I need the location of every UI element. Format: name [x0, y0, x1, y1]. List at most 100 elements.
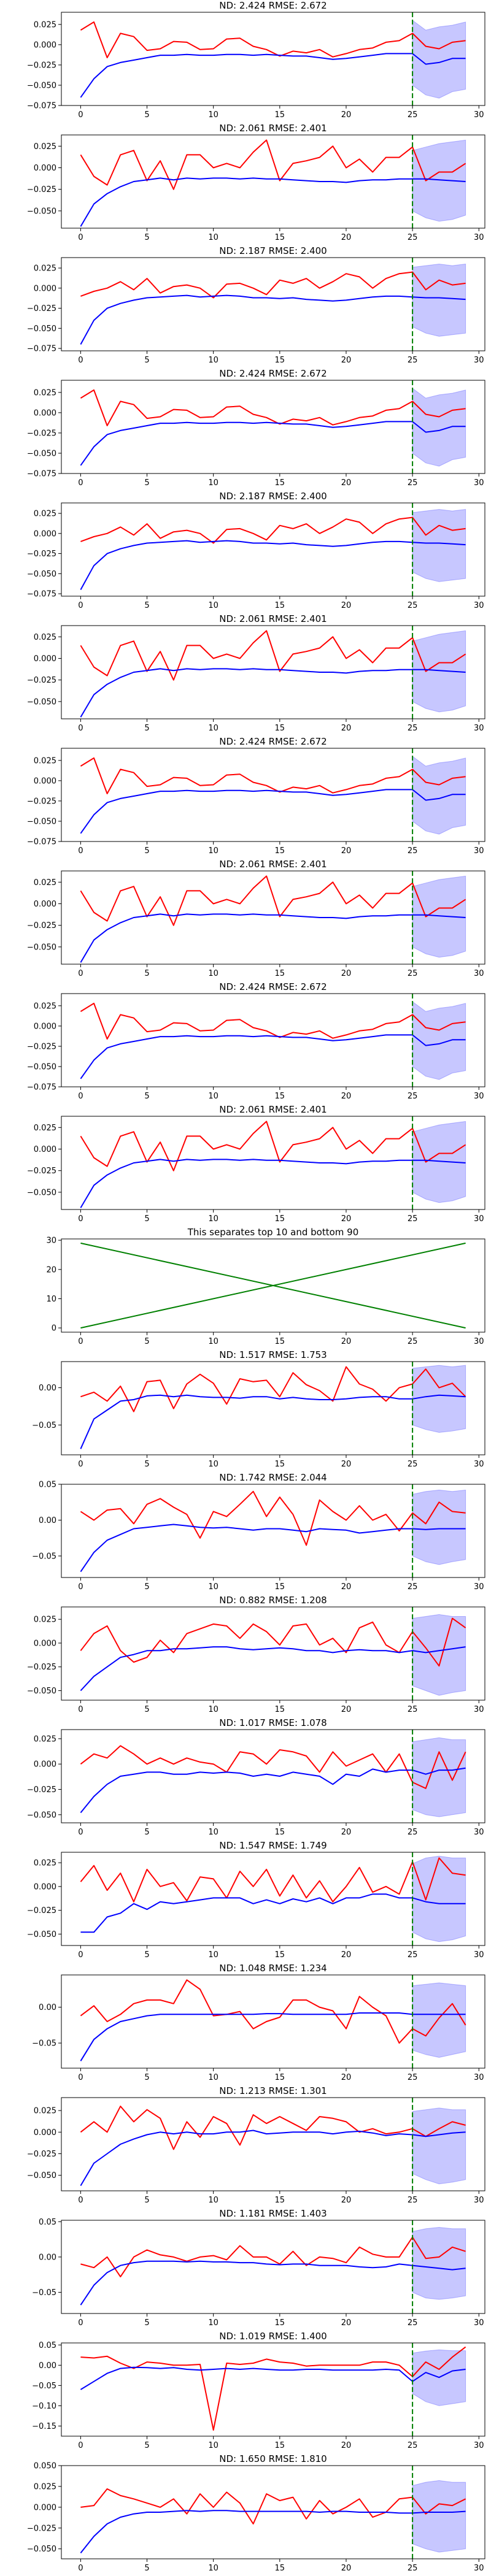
chart-panel: ND: 2.061 RMSE: 2.401 0 5 10 15 20 25 30 −0.050 −…: [0, 123, 491, 245]
plot-area: [80, 380, 466, 473]
y-tick-label: 0: [52, 1324, 56, 1333]
chart-panel: ND: 2.424 RMSE: 2.672 0 5 10 15 20 25 30 −0.075 −…: [0, 368, 491, 491]
chart-svg: ND: 2.187 RMSE: 2.400 0 5 10 15 20 25 30 −0.075 −…: [27, 245, 485, 365]
chart-title: ND: 1.213 RMSE: 1.301: [219, 2085, 327, 2096]
x-tick-label: 10: [208, 2073, 218, 2082]
x-tick-label: 0: [78, 846, 83, 856]
confidence-band: [412, 630, 466, 713]
x-tick-label: 10: [208, 846, 218, 856]
y-tick-label: −0.050: [27, 943, 56, 952]
y-tick-label: 0.00: [39, 1516, 56, 1525]
series-line: [80, 2510, 466, 2554]
x-tick-label: 0: [78, 233, 83, 242]
y-tick-label: −0.050: [27, 697, 56, 707]
plot-area: [80, 1730, 466, 1823]
x-tick-label: 0: [78, 1705, 83, 1714]
plot-area: [80, 1484, 466, 1577]
x-tick-label: 30: [474, 356, 484, 365]
x-tick-label: 15: [275, 1950, 285, 1960]
series-line: [80, 2129, 466, 2187]
x-tick-label: 20: [341, 1214, 352, 1224]
series-line: [80, 1366, 466, 1413]
chart-svg: ND: 1.017 RMSE: 1.078 0 5 10 15 20 25 30 −0.050 −…: [27, 1717, 485, 1837]
series-line: [80, 1524, 466, 1573]
plot-area: [80, 626, 466, 719]
x-tick-label: 15: [275, 1828, 285, 1837]
y-tick-label: −0.050: [27, 1811, 56, 1820]
y-tick-label: 30: [46, 1236, 56, 1246]
series-line: [80, 757, 466, 794]
x-tick-label: 15: [275, 1705, 285, 1714]
x-tick-label: 10: [208, 1950, 218, 1960]
x-tick-label: 5: [144, 478, 149, 488]
x-tick-label: 20: [341, 1828, 352, 1837]
series-line: [80, 1394, 466, 1449]
y-tick-label: 0.025: [34, 1859, 56, 1868]
series-line: [80, 2366, 466, 2390]
x-tick-label: 0: [78, 1828, 83, 1837]
chart-svg: ND: 1.742 RMSE: 2.044 0 5 10 15 20 25 30 −0.05 0.…: [32, 1472, 485, 1592]
series-line: [80, 1979, 466, 2044]
y-tick-label: 0.000: [34, 284, 56, 293]
x-tick-label: 0: [78, 1460, 83, 1469]
plot-area: [80, 994, 466, 1087]
x-tick-label: 10: [208, 724, 218, 733]
x-tick-label: 15: [275, 233, 285, 242]
chart-svg: ND: 1.547 RMSE: 1.749 0 5 10 15 20 25 30 −0.050 −…: [27, 1840, 485, 1960]
plot-area: [80, 258, 466, 351]
y-tick-label: −0.075: [27, 470, 56, 479]
x-tick-label: 25: [408, 601, 418, 610]
y-tick-label: −0.025: [27, 676, 56, 685]
x-tick-label: 5: [144, 110, 149, 120]
confidence-band: [412, 2226, 466, 2300]
chart-title: ND: 1.650 RMSE: 1.810: [219, 2453, 327, 2464]
x-tick-label: 10: [208, 601, 218, 610]
x-tick-label: 20: [341, 233, 352, 242]
x-tick-label: 25: [408, 1582, 418, 1592]
y-tick-label: 0.000: [34, 1639, 56, 1648]
x-tick-label: 25: [408, 2564, 418, 2573]
axes-frame: [61, 2220, 485, 2314]
chart-svg: ND: 1.181 RMSE: 1.403 0 5 10 15 20 25 30 −0.05 0.…: [32, 2208, 485, 2328]
x-tick-label: 25: [408, 1460, 418, 1469]
x-tick-label: 15: [275, 2441, 285, 2450]
x-tick-label: 0: [78, 724, 83, 733]
y-tick-label: −0.050: [27, 1062, 56, 1071]
x-tick-label: 15: [275, 2318, 285, 2328]
plot-area: [80, 1362, 466, 1455]
confidence-band: [412, 1489, 466, 1565]
x-tick-label: 5: [144, 2073, 149, 2082]
x-tick-label: 15: [275, 356, 285, 365]
axes-frame: [61, 1852, 485, 1946]
y-tick-label: 0.000: [34, 776, 56, 786]
x-tick-label: 25: [408, 2196, 418, 2205]
x-tick-label: 25: [408, 1214, 418, 1224]
y-tick-label: −0.050: [27, 81, 56, 90]
x-tick-label: 25: [408, 2441, 418, 2450]
x-tick-label: 30: [474, 724, 484, 733]
confidence-band: [412, 388, 466, 467]
chart-panel: ND: 2.187 RMSE: 2.400 0 5 10 15 20 25 30 −0.075 −…: [0, 491, 491, 613]
x-tick-label: 25: [408, 846, 418, 856]
chart-title: ND: 2.061 RMSE: 2.401: [219, 1104, 327, 1115]
x-tick-label: 15: [275, 1092, 285, 1101]
x-tick-label: 30: [474, 1214, 484, 1224]
x-tick-label: 25: [408, 233, 418, 242]
x-tick-label: 0: [78, 2318, 83, 2328]
x-tick-label: 30: [474, 1950, 484, 1960]
chart-title: ND: 2.061 RMSE: 2.401: [219, 123, 327, 134]
x-tick-label: 5: [144, 724, 149, 733]
chart-title: ND: 2.187 RMSE: 2.400: [219, 245, 327, 256]
plot-area: [80, 1242, 466, 1329]
chart-svg: ND: 1.048 RMSE: 1.234 0 5 10 15 20 25 30 −0.05 0.…: [32, 1963, 485, 2082]
axes-frame: [61, 257, 485, 351]
x-tick-label: 20: [341, 1950, 352, 1960]
series-line: [80, 1893, 466, 1933]
chart-panel: ND: 1.547 RMSE: 1.749 0 5 10 15 20 25 30 −0.050 −…: [0, 1840, 491, 1963]
y-tick-label: 0.000: [34, 654, 56, 664]
series-line: [80, 389, 466, 426]
chart-title: ND: 2.061 RMSE: 2.401: [219, 613, 327, 624]
x-tick-label: 30: [474, 2318, 484, 2328]
x-tick-label: 5: [144, 1214, 149, 1224]
y-tick-label: 0.025: [34, 756, 56, 765]
